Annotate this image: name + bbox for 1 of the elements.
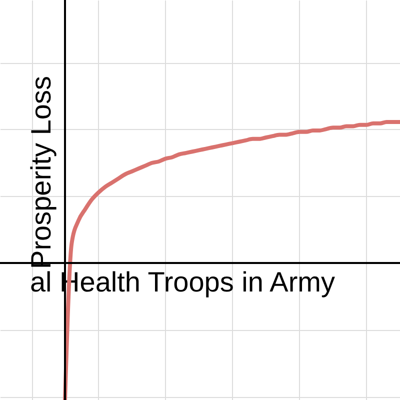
y-axis-title: Prosperity Loss (26, 76, 56, 269)
